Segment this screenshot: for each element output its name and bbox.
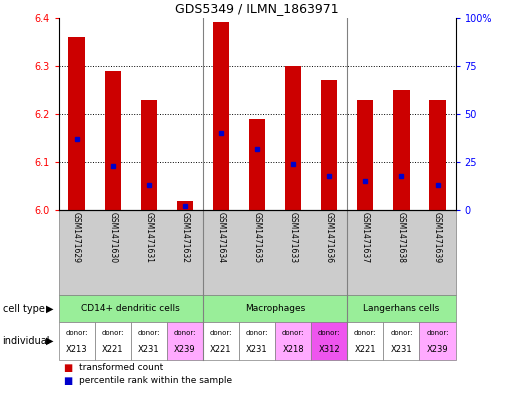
Bar	[239, 322, 275, 360]
Bar	[59, 322, 95, 360]
Text: donor:: donor:	[318, 331, 341, 336]
Text: GSM1471631: GSM1471631	[144, 212, 153, 263]
Text: donor:: donor:	[246, 331, 268, 336]
Text: percentile rank within the sample: percentile rank within the sample	[79, 376, 232, 385]
Bar	[430, 99, 445, 210]
Text: GSM1471636: GSM1471636	[325, 212, 334, 263]
Text: donor:: donor:	[65, 331, 88, 336]
Bar	[383, 322, 419, 360]
Bar	[213, 22, 229, 210]
Text: X221: X221	[355, 345, 376, 354]
Bar	[347, 322, 383, 360]
Text: Macrophages: Macrophages	[245, 304, 305, 313]
Text: GSM1471639: GSM1471639	[433, 212, 442, 263]
Text: GSM1471630: GSM1471630	[108, 212, 117, 263]
Text: ▶: ▶	[46, 303, 53, 314]
Text: X221: X221	[210, 345, 232, 354]
Bar	[203, 295, 347, 322]
Text: ■: ■	[64, 363, 73, 373]
Bar	[249, 119, 265, 210]
Text: donor:: donor:	[174, 331, 196, 336]
Text: X239: X239	[427, 345, 448, 354]
Text: donor:: donor:	[354, 331, 377, 336]
Bar	[275, 322, 311, 360]
Text: ■: ■	[64, 376, 73, 386]
Bar	[140, 99, 157, 210]
Bar	[285, 66, 301, 210]
Text: Langerhans cells: Langerhans cells	[363, 304, 440, 313]
Text: GSM1471635: GSM1471635	[252, 212, 262, 263]
Bar	[419, 322, 456, 360]
Text: X213: X213	[66, 345, 88, 354]
Bar	[59, 295, 203, 322]
Text: GSM1471634: GSM1471634	[216, 212, 225, 263]
Bar	[393, 90, 410, 210]
Text: GSM1471629: GSM1471629	[72, 212, 81, 263]
Bar	[357, 99, 374, 210]
Title: GDS5349 / ILMN_1863971: GDS5349 / ILMN_1863971	[175, 2, 339, 15]
Text: donor:: donor:	[282, 331, 304, 336]
Text: X239: X239	[174, 345, 195, 354]
Bar	[68, 37, 84, 210]
Bar	[167, 322, 203, 360]
Bar	[177, 200, 193, 210]
Text: X231: X231	[390, 345, 412, 354]
Text: donor:: donor:	[426, 331, 449, 336]
Text: individual: individual	[3, 336, 50, 346]
Text: GSM1471637: GSM1471637	[361, 212, 370, 263]
Text: CD14+ dendritic cells: CD14+ dendritic cells	[81, 304, 180, 313]
Text: X231: X231	[246, 345, 268, 354]
Text: GSM1471633: GSM1471633	[289, 212, 298, 263]
Text: donor:: donor:	[101, 331, 124, 336]
Text: donor:: donor:	[390, 331, 413, 336]
Text: cell type: cell type	[3, 303, 44, 314]
Text: donor:: donor:	[210, 331, 232, 336]
Bar	[203, 322, 239, 360]
Text: X231: X231	[138, 345, 160, 354]
Bar	[95, 322, 131, 360]
Text: GSM1471632: GSM1471632	[180, 212, 189, 263]
Text: X218: X218	[282, 345, 304, 354]
Bar	[131, 322, 167, 360]
Text: ▶: ▶	[46, 336, 53, 346]
Text: X312: X312	[319, 345, 340, 354]
Text: GSM1471638: GSM1471638	[397, 212, 406, 263]
Bar	[347, 295, 456, 322]
Bar	[104, 71, 121, 210]
Text: donor:: donor:	[137, 331, 160, 336]
Text: X221: X221	[102, 345, 123, 354]
Bar	[311, 322, 347, 360]
Text: transformed count: transformed count	[79, 364, 163, 372]
Bar	[321, 80, 337, 210]
Bar	[59, 210, 456, 295]
